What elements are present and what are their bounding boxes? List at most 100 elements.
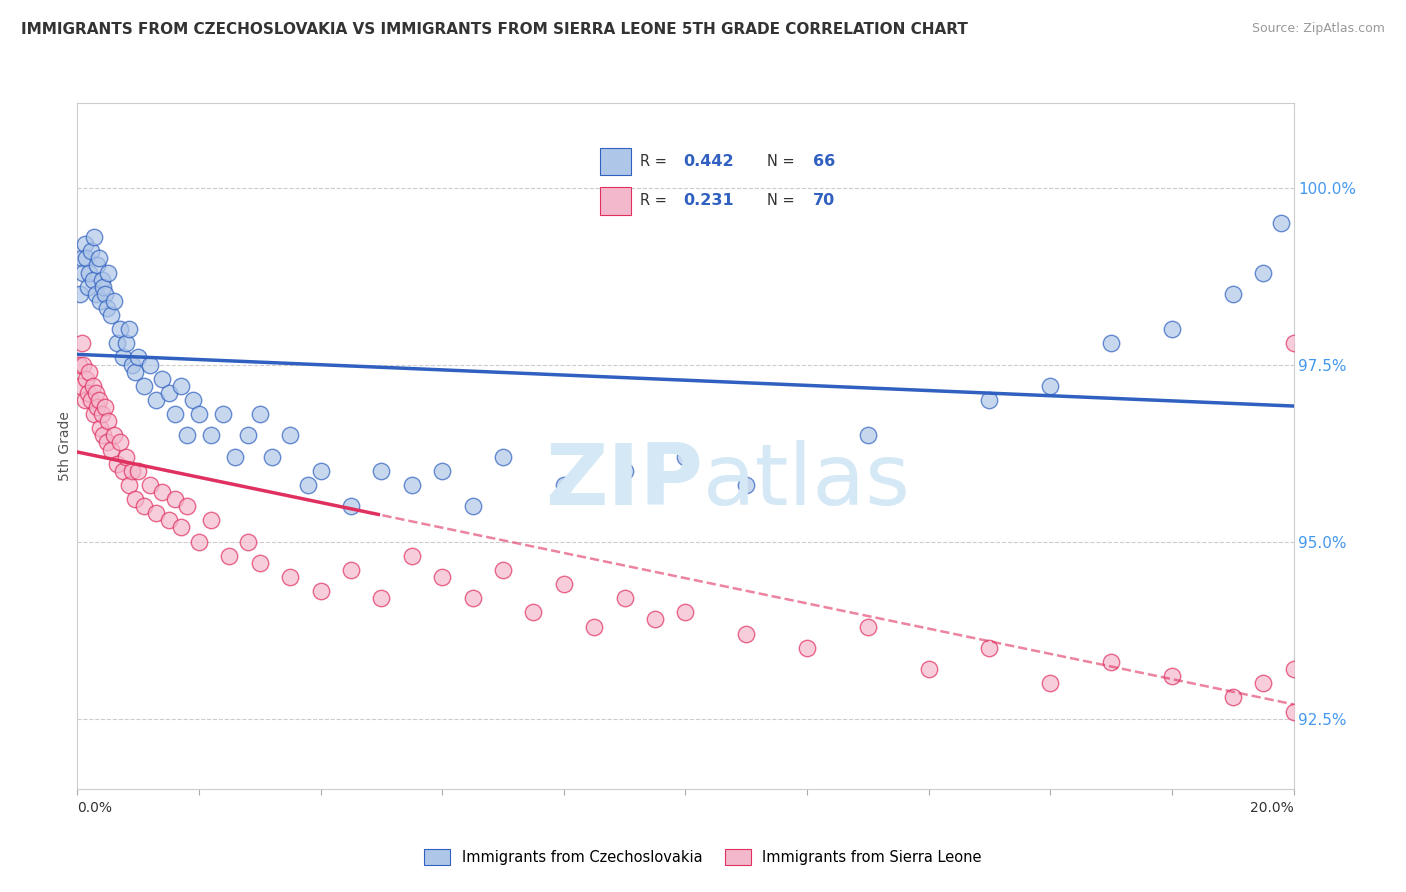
Point	[105, 457, 128, 471]
Text: Source: ZipAtlas.com: Source: ZipAtlas.com	[1251, 22, 1385, 36]
Point	[188, 534, 211, 549]
Point	[82, 379, 104, 393]
Point	[1251, 676, 1274, 690]
Point	[77, 385, 100, 400]
Point	[249, 556, 271, 570]
Point	[1039, 379, 1062, 393]
Point	[127, 351, 149, 365]
Point	[918, 662, 941, 676]
Point	[111, 351, 134, 365]
Point	[134, 379, 156, 393]
Point	[675, 606, 697, 620]
Point	[82, 272, 104, 286]
Point	[139, 358, 162, 372]
Point	[1161, 669, 1184, 683]
Point	[77, 279, 100, 293]
Point	[152, 372, 174, 386]
Legend: Immigrants from Czechoslovakia, Immigrants from Sierra Leone: Immigrants from Czechoslovakia, Immigran…	[418, 843, 988, 871]
Point	[139, 478, 162, 492]
Point	[90, 272, 112, 286]
Text: ZIP: ZIP	[546, 440, 703, 524]
Point	[176, 499, 198, 513]
Point	[108, 322, 131, 336]
Point	[224, 450, 246, 464]
Point	[87, 252, 110, 266]
Text: 0.442: 0.442	[683, 154, 734, 169]
Point	[432, 464, 454, 478]
Point	[72, 266, 94, 280]
Point	[103, 293, 125, 308]
Point	[108, 435, 131, 450]
Point	[79, 266, 101, 280]
Point	[73, 237, 96, 252]
Point	[735, 478, 758, 492]
Point	[1039, 676, 1062, 690]
Point	[856, 428, 879, 442]
Text: N =: N =	[766, 194, 799, 209]
Point	[93, 279, 115, 293]
Point	[93, 286, 115, 301]
Point	[856, 619, 879, 633]
Point	[124, 492, 146, 507]
Point	[70, 252, 93, 266]
Point	[69, 286, 91, 301]
Text: 20.0%: 20.0%	[1250, 801, 1294, 814]
Point	[97, 414, 120, 428]
Point	[1161, 322, 1184, 336]
Point	[1282, 705, 1305, 719]
Point	[675, 450, 697, 464]
Point	[432, 570, 454, 584]
Text: 66: 66	[813, 154, 835, 169]
Point	[461, 499, 484, 513]
Point	[157, 513, 180, 527]
Text: 0.231: 0.231	[683, 194, 734, 209]
Point	[96, 301, 118, 315]
Point	[1099, 655, 1122, 669]
Point	[127, 464, 149, 478]
Text: atlas: atlas	[703, 440, 911, 524]
Point	[89, 421, 111, 435]
Point	[170, 379, 193, 393]
Point	[1282, 336, 1305, 351]
Point	[86, 400, 108, 414]
Point	[644, 612, 666, 626]
Point	[583, 619, 606, 633]
Point	[236, 428, 259, 442]
Point	[979, 640, 1001, 655]
Point	[93, 400, 115, 414]
Point	[176, 428, 198, 442]
Point	[553, 478, 575, 492]
Point	[200, 513, 222, 527]
Point	[73, 392, 96, 407]
Point	[492, 563, 515, 577]
Bar	[600, 187, 631, 214]
Point	[67, 358, 90, 372]
Point	[181, 392, 204, 407]
Point	[260, 450, 283, 464]
Point	[79, 365, 101, 379]
Point	[735, 626, 758, 640]
Point	[93, 428, 115, 442]
Point	[134, 499, 156, 513]
Text: 70: 70	[813, 194, 835, 209]
Point	[1222, 286, 1244, 301]
Point	[145, 392, 167, 407]
Point	[84, 385, 107, 400]
Point	[340, 563, 363, 577]
Point	[115, 336, 138, 351]
Point	[97, 266, 120, 280]
Point	[115, 450, 138, 464]
Point	[96, 435, 118, 450]
Point	[152, 485, 174, 500]
Point	[370, 591, 392, 606]
Point	[401, 478, 423, 492]
Point	[90, 407, 112, 421]
Point	[340, 499, 363, 513]
Point	[163, 407, 186, 421]
Point	[121, 358, 143, 372]
Point	[278, 570, 301, 584]
Point	[297, 478, 319, 492]
Bar	[600, 147, 631, 175]
Point	[1270, 216, 1292, 230]
Point	[124, 365, 146, 379]
